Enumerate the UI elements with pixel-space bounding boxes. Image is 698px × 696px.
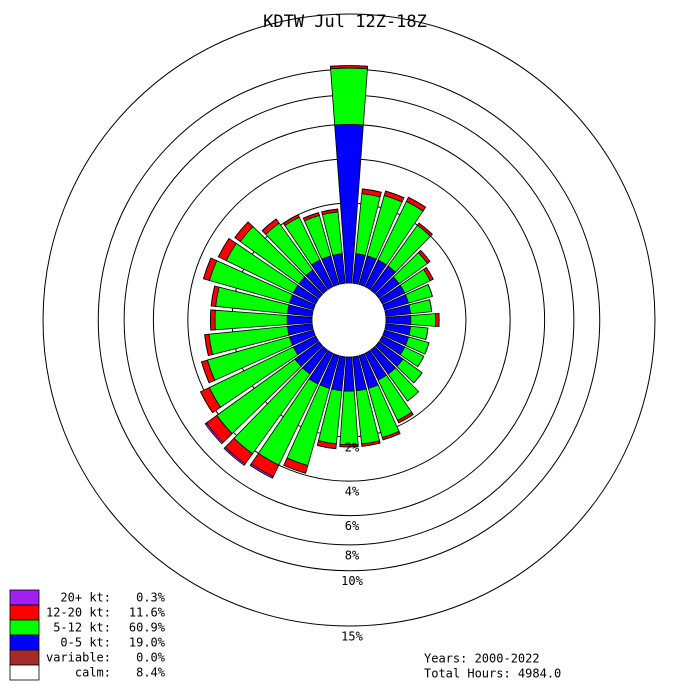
legend-label: calm:: [75, 666, 111, 680]
ring-label: 8%: [345, 548, 360, 562]
wedge: [418, 222, 433, 235]
ring-label: 10%: [341, 574, 363, 588]
legend-share: 19.0%: [129, 636, 166, 650]
wedge: [203, 257, 212, 279]
ring-label: 4%: [345, 485, 360, 499]
wedge: [286, 315, 313, 325]
wedge: [283, 214, 299, 224]
legend-share: 0.3%: [136, 591, 166, 605]
chart-title: KDTW Jul 12Z-18Z: [263, 12, 427, 32]
legend-label: 12-20 kt:: [46, 606, 111, 620]
wedge: [330, 67, 368, 126]
calm-circle: [312, 283, 386, 357]
footer-hours: Total Hours: 4984.0: [424, 667, 561, 681]
legend-share: 0.0%: [136, 651, 166, 665]
wedge: [343, 356, 355, 392]
legend-swatch: [9, 589, 40, 606]
wedge: [339, 390, 359, 445]
legend-swatch: [9, 634, 40, 651]
footer-years: Years: 2000-2022: [424, 652, 540, 666]
wedge: [385, 190, 405, 199]
wedge: [362, 188, 382, 193]
wedge: [398, 414, 414, 424]
wedge: [210, 309, 216, 331]
wedge: [435, 312, 440, 328]
legend-share: 11.6%: [129, 606, 166, 620]
legend-label: variable:: [46, 651, 111, 665]
legend-share: 8.4%: [136, 666, 166, 680]
legend-swatch: [9, 664, 40, 681]
wedge: [204, 334, 209, 356]
wedge: [317, 445, 336, 450]
wedge: [426, 267, 434, 280]
wedge: [382, 433, 401, 441]
wedge: [321, 208, 338, 213]
wedge: [261, 218, 277, 231]
legend-share: 60.9%: [129, 621, 166, 635]
wedge: [223, 446, 246, 466]
wedge: [204, 422, 224, 445]
legend-label: 20+ kt:: [60, 591, 111, 605]
ring: [42, 13, 656, 627]
wedge: [385, 315, 412, 325]
wedge: [234, 221, 249, 238]
ring-label: 2%: [345, 440, 360, 454]
wedge: [249, 463, 274, 479]
legend-swatch: [9, 649, 40, 666]
wedge: [408, 196, 426, 208]
ring-label: 15%: [341, 629, 363, 643]
legend-label: 0-5 kt:: [60, 636, 111, 650]
wedge: [413, 372, 423, 384]
ring-label: 6%: [345, 519, 360, 533]
wedge: [429, 299, 433, 312]
legend-swatch: [9, 604, 40, 621]
wedge: [210, 285, 216, 307]
legend-label: 5-12 kt:: [53, 621, 111, 635]
wedge: [201, 361, 210, 384]
wedge: [330, 65, 368, 67]
wedge: [410, 313, 437, 327]
wedge: [214, 309, 288, 331]
legend-swatch: [9, 619, 40, 636]
